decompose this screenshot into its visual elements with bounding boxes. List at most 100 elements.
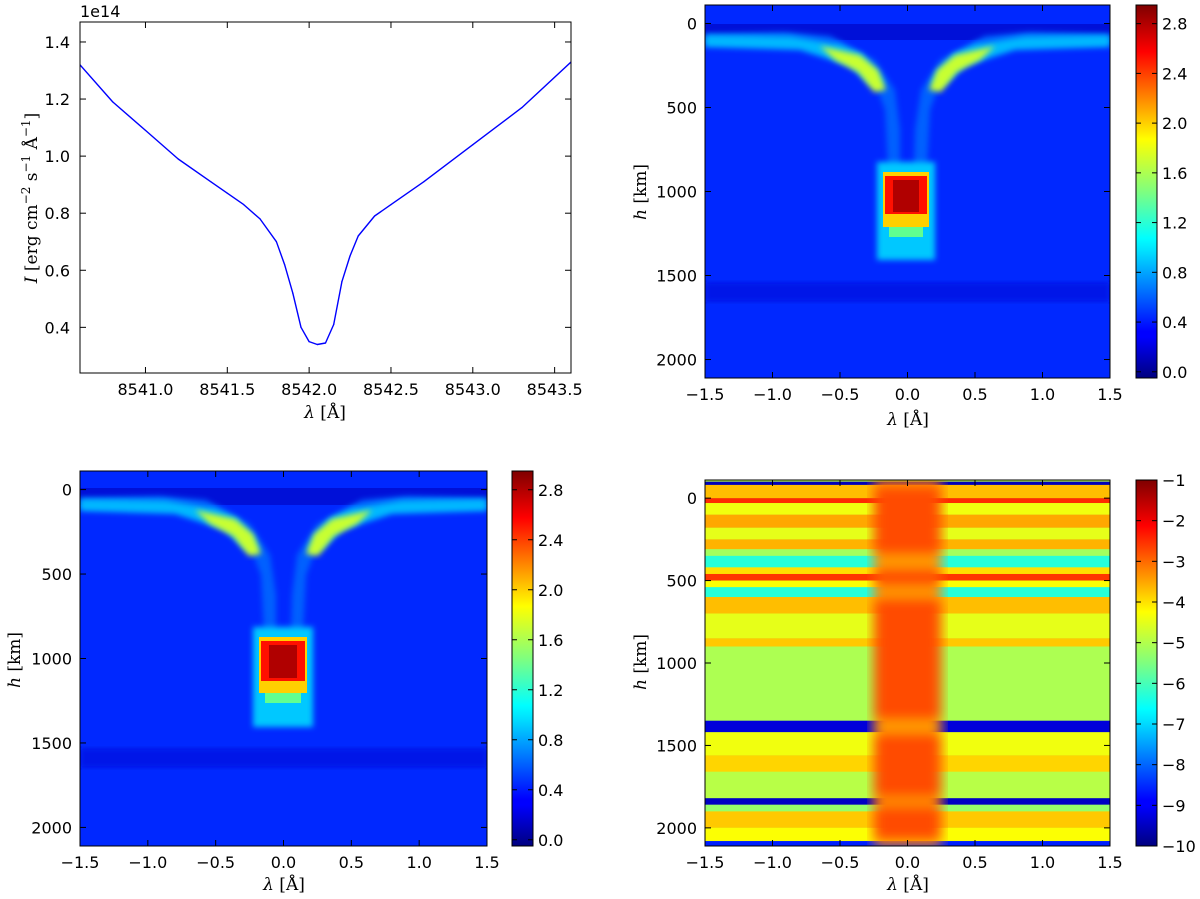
colorbar-tick-label: 2.8 (1162, 15, 1187, 34)
colorbar-tick-label: 0.8 (538, 731, 563, 750)
y-tick-label: 500 (666, 572, 697, 591)
heatmap-wing-right (306, 510, 372, 556)
x-label-unit: [Å] (315, 402, 346, 423)
core-column (873, 480, 942, 846)
y-tick-label: 0 (687, 489, 697, 508)
y-label-exp2: −1 (19, 155, 33, 173)
colorbar-tick-label: −1 (1162, 471, 1186, 490)
x-label-symbol: λ (886, 410, 898, 430)
x-tick-label: −1.5 (686, 385, 725, 404)
x-tick-label: −1.5 (61, 853, 100, 872)
heatmap-panel-top-right: −1.5 −1.0 −0.5 0.0 0.5 1.0 1.5 0 500 1000 1500 2000… (631, 4, 1187, 430)
heatmap-dark-lower-band (705, 282, 1110, 302)
x-tick-label: 1.5 (1097, 853, 1122, 872)
x-label-symbol: λ (262, 875, 274, 895)
colorbar-tick-label: 0.0 (538, 831, 563, 850)
colorbar-tick-label: 0.0 (1162, 363, 1187, 382)
x-tick-label: −0.5 (821, 853, 860, 872)
y-axis-label: I [erg cm−2 s−1 Å−1] (19, 113, 42, 284)
x-axis-label: λ [Å] (886, 874, 929, 895)
y-tick-label: 2000 (656, 819, 697, 838)
y-tick-label: 0 (62, 481, 72, 500)
axes: −1.5 −1.0 −0.5 0.0 0.5 1.0 1.5 0 500 1000 1500 2000… (656, 4, 1187, 404)
heatmap-image (705, 480, 1110, 846)
colorbar-tick-label: −6 (1162, 674, 1186, 693)
y-tick-label: 1500 (656, 736, 697, 755)
heatmap-wing-right-outer (930, 35, 1110, 85)
line-point (316, 343, 318, 346)
heatmap-panel-bottom-left: −1.5 −1.0 −0.5 0.0 0.5 1.0 1.5 0 500 1000 1500 2000… (5, 470, 563, 895)
x-axis-label: λ [Å] (303, 402, 346, 423)
colorbar-tick-label: −5 (1162, 634, 1186, 653)
heatmap-core-column (873, 480, 942, 846)
core-band (873, 720, 942, 733)
y-label-exp1: −2 (19, 187, 33, 205)
axes: −1.5 −1.0 −0.5 0.0 0.5 1.0 1.5 0 500 1000 1500 2000… (31, 470, 563, 872)
y-tick-label: 500 (666, 98, 697, 117)
heatmap-dark-lower-band (80, 748, 487, 768)
y-tick-label: 2000 (31, 818, 72, 837)
line-point (324, 342, 327, 344)
heatmap-core-green (889, 227, 923, 237)
x-tick-label: 8541.5 (199, 380, 255, 399)
colorbar-tick-label: −3 (1162, 552, 1186, 571)
y-label-pre: [erg cm (22, 204, 42, 276)
y-label-unit: [km] (631, 164, 651, 209)
line-point (243, 204, 245, 206)
x-axis-label: λ [Å] (886, 409, 929, 430)
x-tick-label: 0.0 (895, 853, 920, 872)
colorbar (1136, 480, 1157, 846)
y-label-symbol: h (5, 677, 25, 688)
x-axis-label: λ [Å] (262, 874, 305, 895)
y-tick-label: 500 (41, 565, 72, 584)
line-point (308, 341, 310, 343)
colorbar-tick-label: 0.4 (1162, 313, 1187, 332)
plot-area (80, 22, 571, 373)
y-tick-label: 1000 (31, 650, 72, 669)
heatmap-wing-left-outer (80, 499, 260, 550)
colorbar-tick-label: 1.2 (1162, 214, 1187, 233)
colorbar-tick-label: −8 (1162, 756, 1186, 775)
colorbar-tick-label: 2.4 (538, 531, 563, 550)
line-point (210, 181, 212, 183)
x-tick-label: −1.0 (753, 853, 792, 872)
colorbar-tick-label: −9 (1162, 796, 1186, 815)
heatmap-wing-right (929, 46, 995, 92)
x-tick-label: 1.0 (1030, 853, 1055, 872)
x-tick-label: 0.5 (962, 853, 987, 872)
x-tick-label: 8543.0 (445, 380, 501, 399)
y-tick-label: 1.2 (45, 90, 70, 109)
colorbar (512, 471, 533, 846)
y-tick-label: 0.4 (45, 318, 70, 337)
y-tick-label: 1.4 (45, 33, 70, 52)
line-point (292, 292, 294, 294)
y-label-unit: [km] (5, 632, 25, 677)
heatmap-core-green (265, 693, 301, 703)
y-tick-label: 2000 (656, 351, 697, 370)
heatmap-wing-left (820, 46, 886, 92)
line-point (275, 241, 277, 243)
colorbar-tick-label: 2.4 (1162, 64, 1187, 83)
line-point (349, 255, 351, 257)
colorbar (1136, 5, 1157, 378)
y-tick-label: 0.8 (45, 204, 70, 223)
axes: −1.5 −1.0 −0.5 0.0 0.5 1.0 1.5 0 500 1000 1500 2000… (656, 471, 1195, 872)
line-point (333, 323, 335, 326)
x-tick-label: 0.5 (962, 385, 987, 404)
colorbar-tick-label: 2.0 (538, 581, 563, 600)
line-panel: 8541.0 8541.5 8542.0 8542.5 8543.0 8543.5 0.4 0… (19, 2, 583, 423)
heatmap-image (705, 5, 1110, 378)
heatmap-core-dark (893, 180, 919, 212)
y-label-symbol: I (22, 276, 42, 284)
line-point (300, 326, 302, 328)
y-label-symbol: h (631, 679, 651, 690)
y-tick-label: 1500 (31, 734, 72, 753)
x-tick-label: 8541.0 (117, 380, 173, 399)
heatmap-core-dark (269, 645, 297, 678)
y-tick-label: 0.6 (45, 261, 70, 280)
line-point (144, 129, 147, 132)
x-label-unit: [Å] (274, 874, 305, 895)
line-point (357, 235, 359, 237)
line-point (259, 218, 261, 220)
colorbar-tick-label: −10 (1162, 837, 1196, 856)
